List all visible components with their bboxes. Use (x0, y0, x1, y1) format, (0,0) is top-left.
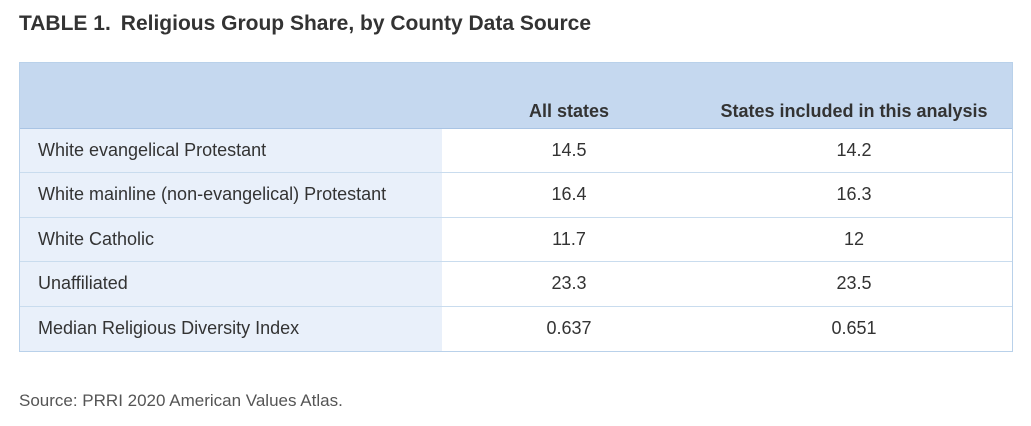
table-row: White mainline (non-evangelical) Protest… (20, 172, 1012, 218)
table-row: Unaffiliated 23.3 23.5 (20, 261, 1012, 307)
cell-included: 23.5 (696, 261, 1012, 307)
column-header-all-states: All states (442, 63, 696, 129)
row-label: Unaffiliated (20, 261, 442, 307)
cell-all-states: 14.5 (442, 128, 696, 173)
column-header-label (20, 63, 442, 129)
table-row: White evangelical Protestant 14.5 14.2 (20, 128, 1012, 173)
cell-included: 0.651 (696, 306, 1012, 351)
data-table: All states States included in this analy… (19, 62, 1013, 352)
table-number: TABLE 1. (19, 12, 111, 35)
row-label: White Catholic (20, 217, 442, 262)
row-label: Median Religious Diversity Index (20, 306, 442, 351)
table-row: Median Religious Diversity Index 0.637 0… (20, 306, 1012, 351)
column-header-included-states: States included in this analysis (696, 63, 1012, 129)
cell-all-states: 23.3 (442, 261, 696, 307)
cell-all-states: 16.4 (442, 172, 696, 218)
row-label: White evangelical Protestant (20, 128, 442, 173)
cell-included: 16.3 (696, 172, 1012, 218)
row-label: White mainline (non-evangelical) Protest… (20, 172, 442, 218)
cell-included: 14.2 (696, 128, 1012, 173)
cell-all-states: 0.637 (442, 306, 696, 351)
cell-included: 12 (696, 217, 1012, 262)
header-row: All states States included in this analy… (20, 63, 1012, 129)
table-title-text: Religious Group Share, by County Data So… (120, 12, 592, 35)
table-title: TABLE 1. Religious Group Share, by County… (19, 12, 591, 36)
cell-all-states: 11.7 (442, 217, 696, 262)
source-note: Source: PRRI 2020 American Values Atlas. (19, 391, 343, 410)
table-row: White Catholic 11.7 12 (20, 217, 1012, 262)
